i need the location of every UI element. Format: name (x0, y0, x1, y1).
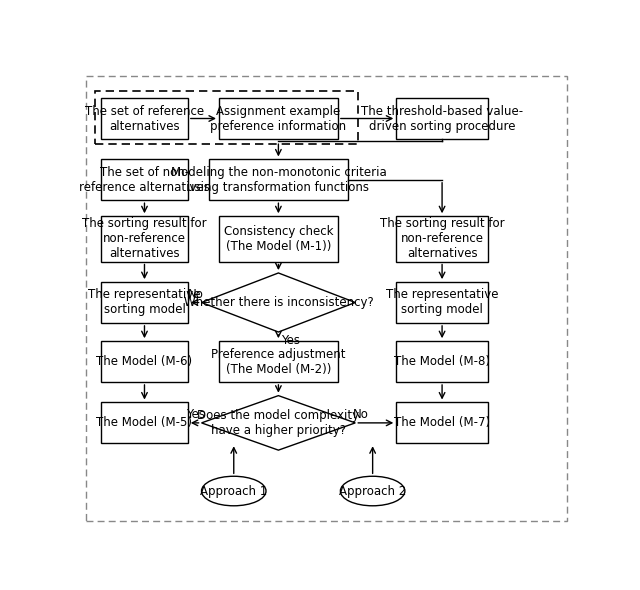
FancyBboxPatch shape (396, 98, 488, 139)
FancyBboxPatch shape (101, 402, 188, 443)
Text: The Model (M-6): The Model (M-6) (97, 355, 193, 368)
Polygon shape (202, 396, 355, 450)
Text: The threshold-based value-
driven sorting procedure: The threshold-based value- driven sortin… (361, 104, 523, 133)
Text: The representative
sorting model: The representative sorting model (386, 289, 499, 316)
FancyBboxPatch shape (396, 216, 488, 261)
Text: The Model (M-8): The Model (M-8) (394, 355, 490, 368)
Text: No: No (188, 288, 204, 301)
Text: Whether there is inconsistency?: Whether there is inconsistency? (184, 296, 373, 309)
Text: Does the model complexity
have a higher priority?: Does the model complexity have a higher … (197, 409, 360, 437)
FancyBboxPatch shape (396, 402, 488, 443)
FancyBboxPatch shape (101, 98, 188, 139)
Text: Preference adjustment
(The Model (M-2)): Preference adjustment (The Model (M-2)) (211, 348, 346, 376)
Text: The representative
sorting model: The representative sorting model (88, 289, 201, 316)
FancyBboxPatch shape (101, 282, 188, 323)
Text: Yes: Yes (186, 408, 205, 421)
Ellipse shape (340, 476, 405, 506)
FancyBboxPatch shape (219, 98, 338, 139)
FancyBboxPatch shape (219, 216, 338, 261)
Text: Assignment example
preference information: Assignment example preference informatio… (211, 104, 346, 133)
Text: The set of reference
alternatives: The set of reference alternatives (85, 104, 204, 133)
Text: Approach 1: Approach 1 (200, 484, 268, 497)
Text: No: No (353, 408, 369, 421)
FancyBboxPatch shape (209, 159, 348, 200)
Text: Approach 2: Approach 2 (339, 484, 406, 497)
Text: Yes: Yes (282, 334, 300, 347)
Text: The Model (M-7): The Model (M-7) (394, 417, 490, 430)
FancyBboxPatch shape (101, 216, 188, 261)
Ellipse shape (202, 476, 266, 506)
Text: The Model (M-5): The Model (M-5) (97, 417, 193, 430)
FancyBboxPatch shape (396, 341, 488, 382)
Text: The sorting result for
non-reference
alternatives: The sorting result for non-reference alt… (82, 217, 207, 260)
Text: The sorting result for
non-reference
alternatives: The sorting result for non-reference alt… (380, 217, 504, 260)
FancyBboxPatch shape (219, 341, 338, 382)
FancyBboxPatch shape (101, 341, 188, 382)
Text: Modeling the non-monotonic criteria
using transformation functions: Modeling the non-monotonic criteria usin… (170, 166, 387, 194)
FancyBboxPatch shape (396, 282, 488, 323)
Polygon shape (202, 273, 355, 332)
FancyBboxPatch shape (101, 159, 188, 200)
Text: Consistency check
(The Model (M-1)): Consistency check (The Model (M-1)) (223, 225, 333, 253)
Text: The set of non-
reference alternatives: The set of non- reference alternatives (79, 166, 210, 194)
